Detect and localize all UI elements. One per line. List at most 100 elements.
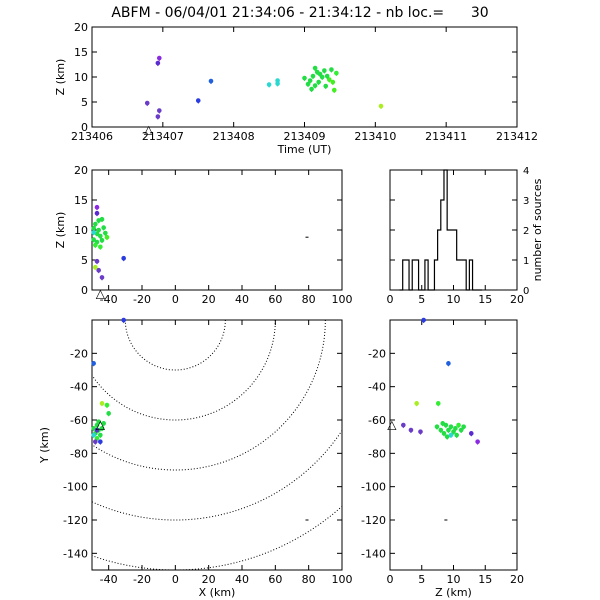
panel-x-height: -40 -20 0 20 40 60 80 100 0 5 10 15 20 Z (km) △	[54, 164, 353, 306]
x-tick-label: 15	[478, 293, 492, 306]
source-point-tail	[96, 220, 101, 224]
source-point-tail	[444, 437, 450, 440]
x-tick-label: 100	[332, 573, 353, 586]
y-tick-label: -140	[361, 547, 386, 560]
x-tick-label: 60	[268, 573, 282, 586]
source-point-tail	[275, 84, 280, 87]
y-axis-label: Z (km)	[54, 212, 67, 249]
x-tick-label: 20	[510, 293, 524, 306]
source-point-tail	[309, 89, 314, 93]
source-point-tail	[155, 63, 161, 67]
x-tick-label: 213411	[425, 130, 467, 143]
x-tick-label: 10	[447, 293, 461, 306]
x-tick-label: 0	[172, 573, 179, 586]
plot-frame	[389, 319, 518, 571]
y-tick-label: -100	[63, 481, 88, 494]
histogram-outline	[399, 169, 483, 291]
y-tick-label: 15	[74, 46, 88, 59]
source-point-tail	[101, 228, 106, 231]
source-point-tail	[208, 81, 214, 85]
source-point-tail	[324, 76, 330, 80]
x-tick-label: 5	[418, 293, 425, 306]
y-axis-label: Z (km)	[54, 59, 67, 96]
panel-height-y: 0 5 10 15 20 -140 -120 -100 -80 -60 -40 -20 Z (km) △	[361, 317, 524, 599]
source-point-tail	[94, 425, 100, 429]
station-marker-icon: △	[96, 286, 106, 300]
y-tick-label: 2	[523, 226, 529, 237]
source-point-tail	[448, 435, 454, 439]
y-tick-label: 5	[81, 254, 88, 267]
source-point-tail	[94, 234, 100, 237]
x-tick-label: 40	[235, 293, 249, 306]
x-axis-label: Z (km)	[435, 586, 472, 599]
y-axis-label: Y (km)	[38, 427, 51, 464]
source-point-tail	[98, 247, 103, 250]
x-tick-label: 213410	[354, 130, 396, 143]
source-point-tail	[98, 442, 103, 445]
source-point-tail	[99, 428, 105, 432]
source-point-tail	[453, 428, 458, 432]
x-tick-label: 213406	[71, 130, 113, 143]
source-point-tail	[302, 78, 307, 82]
x-tick-label: -20	[133, 293, 151, 306]
y-tick-label: 20	[74, 164, 88, 177]
x-tick-label: 0	[387, 293, 394, 306]
x-tick-label: 0	[387, 573, 394, 586]
y-tick-label: -140	[63, 547, 88, 560]
source-point-tail	[156, 58, 162, 62]
source-point-tail	[121, 320, 126, 324]
x-tick-label: 20	[202, 573, 216, 586]
source-point-tail	[446, 430, 451, 434]
source-point-tail	[448, 427, 454, 430]
source-point-tail	[99, 219, 105, 223]
x-tick-label: 213408	[213, 130, 255, 143]
source-point-tail	[99, 277, 105, 281]
source-point-tail	[331, 90, 337, 94]
x-axis-label: X (km)	[199, 586, 236, 599]
source-point-tail	[103, 233, 108, 237]
source-point-tail	[329, 70, 334, 73]
source-point-tail	[323, 86, 329, 90]
source-point-tail	[94, 430, 100, 434]
source-point-tail	[378, 106, 384, 110]
y-axis-label: number of sources	[531, 178, 544, 281]
x-tick-label: 213412	[496, 130, 538, 143]
source-point-tail	[456, 425, 461, 429]
plot-frame	[91, 319, 343, 571]
y-tick-label: -120	[63, 514, 88, 527]
source-point-tail	[330, 82, 336, 86]
source-point-tail	[91, 232, 96, 236]
source-point-tail	[96, 230, 101, 234]
y-tick-label: -60	[70, 414, 88, 427]
y-tick-label: 20	[74, 21, 88, 34]
x-tick-label: -40	[100, 293, 118, 306]
y-tick-label: 4	[523, 166, 529, 177]
x-tick-label: 100	[332, 293, 353, 306]
range-rings	[92, 320, 342, 570]
y-tick-label: -40	[368, 381, 386, 394]
y-tick-label: -60	[368, 414, 386, 427]
source-point-tail	[314, 72, 320, 76]
panel-plan-view: -40 -20 0 20 40 60 80 100 -140 -120 -100 -80 -60 -40 -…	[38, 317, 353, 599]
y-tick-label: -20	[70, 347, 88, 360]
y-tick-label: -20	[368, 347, 386, 360]
x-tick-label: 0	[172, 293, 179, 306]
y-tick-label: -120	[361, 514, 386, 527]
source-point-tail	[451, 432, 456, 435]
x-tick-label: 20	[510, 573, 524, 586]
station-marker-icon: △	[96, 417, 106, 431]
source-point-tail	[98, 435, 103, 439]
source-point-tail	[468, 433, 474, 437]
source-point-tail	[312, 68, 318, 72]
y-tick-label: 10	[74, 71, 88, 84]
source-point-tail	[440, 423, 446, 427]
x-tick-label: 10	[447, 573, 461, 586]
x-tick-label: 80	[302, 293, 316, 306]
source-point-tail	[93, 224, 98, 228]
source-point-tail	[99, 403, 105, 407]
source-point-tail	[94, 261, 100, 265]
x-tick-label: -20	[133, 573, 151, 586]
source-point-tail	[91, 435, 96, 439]
source-point-tail	[434, 427, 440, 430]
station-marker-icon: △	[387, 417, 397, 431]
